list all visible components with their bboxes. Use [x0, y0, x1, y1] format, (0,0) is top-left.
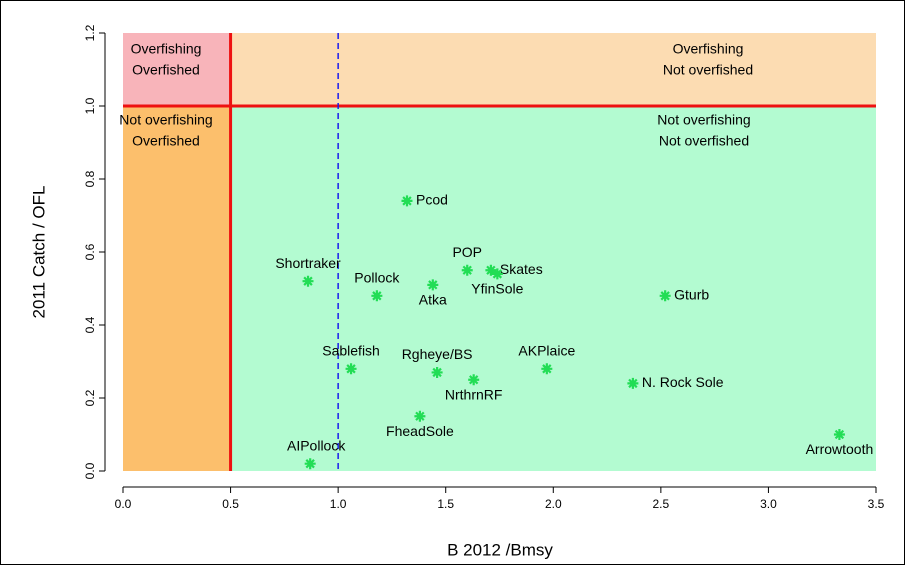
x-tick-label: 3.0	[760, 497, 777, 511]
point-label: FheadSole	[386, 423, 454, 439]
point-label: YfinSole	[471, 281, 523, 297]
point-label: Pcod	[416, 192, 448, 208]
zone	[123, 33, 231, 106]
point-label: POP	[452, 244, 482, 260]
zone-label: Not overfished	[659, 133, 749, 149]
point	[627, 377, 639, 389]
y-tick-label: 0.6	[83, 243, 97, 260]
x-tick-label: 1.5	[437, 497, 454, 511]
y-axis-title: 2011 Catch / OFL	[29, 186, 48, 319]
point-label: Atka	[419, 292, 447, 308]
y-tick-label: 0.8	[83, 170, 97, 187]
point-label: Pollock	[354, 270, 400, 286]
y-tick-label: 0.2	[83, 389, 97, 406]
x-tick-label: 2.0	[545, 497, 562, 511]
point-label: Rgheye/BS	[402, 346, 473, 362]
y-tick-label: 0.4	[83, 316, 97, 333]
point	[414, 410, 426, 422]
point	[427, 279, 439, 291]
zone-label: Overfishing	[131, 41, 202, 57]
point	[485, 264, 497, 276]
y-tick-label: 0.0	[83, 462, 97, 479]
zone-label: Overfishing	[673, 41, 744, 57]
y-tick-label: 1.0	[83, 97, 97, 114]
point-label: Skates	[500, 261, 543, 277]
y-tick-label: 1.2	[83, 24, 97, 41]
point-label: N. Rock Sole	[642, 374, 724, 390]
point-label: Arrowtooth	[806, 441, 874, 457]
x-tick-label: 0.0	[115, 497, 132, 511]
zone-label: Overfished	[132, 133, 200, 149]
point	[345, 363, 357, 375]
point	[461, 264, 473, 276]
point-label: Gturb	[674, 287, 709, 303]
point	[659, 290, 671, 302]
x-tick-label: 2.5	[653, 497, 670, 511]
point-label: AKPlaice	[518, 343, 575, 359]
point	[302, 275, 314, 287]
point-label: NrthrnRF	[445, 386, 503, 402]
point-label: AIPollock	[287, 437, 346, 453]
zone	[230, 106, 877, 471]
zone	[230, 33, 877, 106]
x-tick-label: 3.5	[868, 497, 885, 511]
x-tick-label: 0.5	[222, 497, 239, 511]
point	[401, 195, 413, 207]
point	[371, 290, 383, 302]
point	[304, 458, 316, 470]
point-label: Shortraker	[275, 255, 341, 271]
point	[833, 429, 845, 440]
zone-label: Not overfishing	[119, 112, 212, 128]
x-tick-label: 1.0	[330, 497, 347, 511]
point-label: Sablefish	[322, 343, 380, 359]
point	[491, 268, 503, 280]
point	[431, 366, 443, 378]
point	[541, 363, 553, 375]
zone	[123, 106, 231, 471]
point	[468, 374, 480, 386]
zone-label: Not overfishing	[657, 112, 750, 128]
zone-label: Not overfished	[663, 62, 753, 78]
zone-label: Overfished	[132, 62, 200, 78]
x-axis-title: B 2012 /Bmsy	[447, 540, 553, 559]
